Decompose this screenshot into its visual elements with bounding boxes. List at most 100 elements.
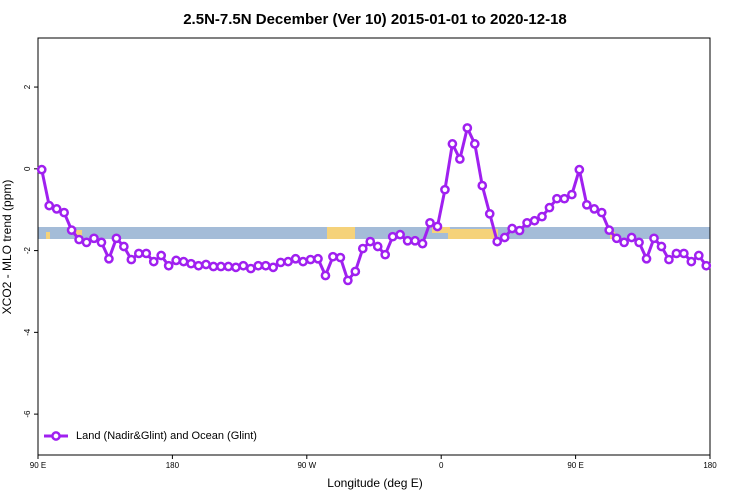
point <box>544 202 555 213</box>
x-tick-label: 180 <box>703 461 717 470</box>
legend-label: Land (Nadir&Glint) and Ocean (Glint) <box>76 430 257 442</box>
point <box>395 229 405 240</box>
point <box>529 215 540 226</box>
point <box>455 154 465 164</box>
y-tick-label: 0 <box>23 166 32 171</box>
x-tick-label: 90 E <box>567 461 583 470</box>
point <box>74 234 84 245</box>
legend-entry: Land (Nadir&Glint) and Ocean (Glint) <box>44 430 257 442</box>
point <box>492 236 503 247</box>
point <box>238 260 249 271</box>
point <box>216 261 226 272</box>
point <box>619 237 629 248</box>
point <box>253 260 264 271</box>
point <box>432 221 443 232</box>
x-tick-label: 90 W <box>297 461 316 470</box>
point <box>260 260 271 271</box>
x-tick-label: 90 E <box>30 461 46 470</box>
point <box>163 260 174 271</box>
point <box>447 139 458 149</box>
point <box>328 251 338 262</box>
point <box>96 237 107 248</box>
point <box>537 211 547 222</box>
point <box>634 237 644 248</box>
y-axis-label: XCO2 - MLO trend (ppm) <box>0 180 14 315</box>
point <box>343 275 353 286</box>
point <box>178 256 189 267</box>
point <box>119 241 129 252</box>
point <box>141 248 152 259</box>
point <box>275 257 286 268</box>
point <box>499 232 510 243</box>
y-tick-label: -6 <box>23 410 32 418</box>
x-tick-label: 180 <box>166 461 180 470</box>
point <box>574 164 585 175</box>
point <box>567 189 577 200</box>
point <box>402 235 413 246</box>
point <box>380 249 391 260</box>
point <box>298 256 308 267</box>
point <box>51 204 62 214</box>
point <box>664 254 674 265</box>
point <box>89 233 99 244</box>
y-tick-label: -2 <box>23 246 32 254</box>
point <box>693 250 704 261</box>
point <box>66 225 77 235</box>
point <box>156 250 167 261</box>
point <box>335 252 346 263</box>
point <box>133 248 144 259</box>
point <box>552 193 562 204</box>
point <box>111 233 122 244</box>
point <box>290 253 301 264</box>
y-tick-label: -4 <box>23 328 32 336</box>
point <box>44 200 55 211</box>
point <box>484 208 495 219</box>
point <box>596 207 607 218</box>
point <box>410 235 420 246</box>
point <box>231 262 241 273</box>
point <box>268 262 279 273</box>
legend-marker <box>51 431 61 441</box>
point <box>507 223 517 234</box>
point <box>104 253 114 264</box>
y-tick-label: 2 <box>23 84 32 89</box>
point <box>81 237 92 248</box>
point <box>686 256 697 267</box>
point <box>469 139 480 149</box>
point <box>701 260 712 271</box>
point <box>611 233 622 244</box>
chart-title: 2.5N-7.5N December (Ver 10) 2015-01-01 t… <box>183 11 567 28</box>
point <box>679 248 689 259</box>
plot-frame <box>37 37 711 456</box>
series-line <box>40 126 708 282</box>
point <box>581 199 592 210</box>
point <box>559 193 570 204</box>
point <box>350 266 361 277</box>
point <box>357 243 368 254</box>
point <box>283 256 293 267</box>
point <box>126 254 137 265</box>
point <box>522 217 532 228</box>
point <box>641 253 652 264</box>
point <box>440 184 450 195</box>
point <box>201 259 211 270</box>
point <box>148 256 159 267</box>
point <box>462 123 473 133</box>
point <box>313 253 323 264</box>
point <box>387 231 398 242</box>
point <box>193 260 204 271</box>
point <box>514 225 525 236</box>
point <box>604 225 615 235</box>
point <box>36 164 47 175</box>
point <box>425 217 435 228</box>
point <box>656 241 667 252</box>
point <box>477 180 488 191</box>
point <box>365 236 376 247</box>
point <box>626 232 637 243</box>
point <box>417 238 428 249</box>
point <box>171 255 181 266</box>
point <box>671 248 682 259</box>
point <box>186 258 196 269</box>
point <box>372 241 383 252</box>
